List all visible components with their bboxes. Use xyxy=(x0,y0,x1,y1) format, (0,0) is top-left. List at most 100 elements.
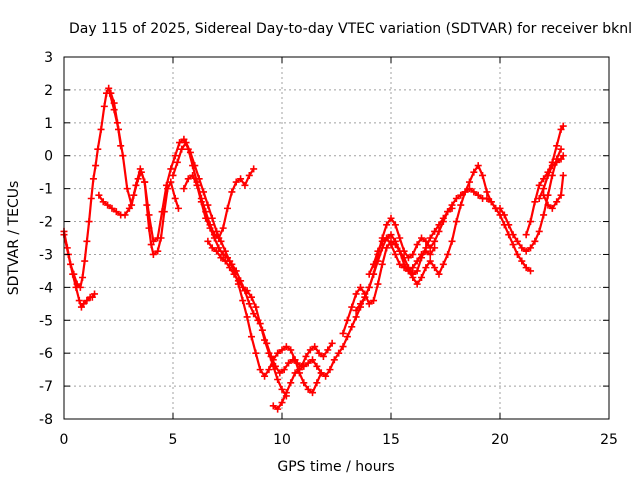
series-line xyxy=(272,233,436,411)
data-point-marker xyxy=(461,188,469,196)
data-point-marker xyxy=(400,264,408,272)
data-point-marker xyxy=(204,201,212,209)
data-point-marker xyxy=(500,211,508,219)
data-point-marker xyxy=(208,214,216,222)
data-point-marker xyxy=(76,283,84,291)
data-point-marker xyxy=(317,369,325,377)
data-point-marker xyxy=(352,306,360,314)
series-segment-11 xyxy=(365,145,565,288)
data-point-marker xyxy=(540,211,548,219)
data-point-marker xyxy=(557,191,565,199)
data-point-marker xyxy=(276,369,284,377)
y-tick-label: -3 xyxy=(39,247,53,263)
data-point-marker xyxy=(247,293,255,301)
data-point-marker xyxy=(304,385,312,393)
data-point-marker xyxy=(67,260,75,268)
data-point-marker xyxy=(474,191,482,199)
y-tick-label: 3 xyxy=(44,50,53,66)
data-point-marker xyxy=(167,165,175,173)
data-point-marker xyxy=(256,366,264,374)
y-tick-label: 2 xyxy=(44,83,53,99)
data-point-marker xyxy=(509,231,517,239)
data-point-marker xyxy=(73,280,81,288)
data-point-marker xyxy=(559,152,567,160)
data-point-marker xyxy=(200,188,208,196)
data-point-marker xyxy=(439,218,447,226)
data-point-marker xyxy=(123,185,131,193)
data-point-marker xyxy=(444,208,452,216)
x-tick-label: 20 xyxy=(491,432,509,448)
series-line xyxy=(525,124,565,236)
data-point-marker xyxy=(309,356,317,364)
data-point-marker xyxy=(278,346,286,354)
data-point-marker xyxy=(202,214,210,222)
data-point-marker xyxy=(557,145,565,153)
data-point-marker xyxy=(435,270,443,278)
data-point-marker xyxy=(306,346,314,354)
data-point-marker xyxy=(112,208,120,216)
data-point-marker xyxy=(315,349,323,357)
data-point-marker xyxy=(409,273,417,281)
data-point-marker xyxy=(518,244,526,252)
data-point-marker xyxy=(295,366,303,374)
data-point-marker xyxy=(189,171,197,179)
data-point-marker xyxy=(479,171,487,179)
data-point-marker xyxy=(522,247,530,255)
y-tick-label: -8 xyxy=(39,412,53,428)
data-point-marker xyxy=(213,227,221,235)
data-point-marker xyxy=(291,369,299,377)
data-point-marker xyxy=(365,283,373,291)
data-point-marker xyxy=(387,214,395,222)
y-tick-label: -2 xyxy=(39,215,53,231)
axes: 0 5 10 15 20 25 -8 -7 -6 -5 -4 -3 -2 -1 0 1 2 3 xyxy=(39,50,618,448)
data-point-marker xyxy=(487,198,495,206)
data-point-marker xyxy=(509,241,517,249)
data-point-marker xyxy=(230,270,238,278)
data-point-marker xyxy=(228,188,236,196)
data-point-marker xyxy=(173,158,181,166)
data-point-marker xyxy=(250,310,258,318)
data-point-marker xyxy=(522,264,530,272)
data-point-marker xyxy=(193,181,201,189)
data-point-marker xyxy=(378,260,386,268)
data-point-marker xyxy=(470,188,478,196)
data-point-marker xyxy=(348,323,356,331)
data-point-marker xyxy=(383,234,391,242)
data-point-marker xyxy=(326,366,334,374)
data-point-marker xyxy=(94,145,102,153)
data-point-marker xyxy=(145,211,153,219)
data-point-marker xyxy=(274,349,282,357)
data-point-marker xyxy=(92,162,100,170)
data-point-marker xyxy=(239,297,247,305)
data-point-marker xyxy=(224,204,231,212)
data-point-marker xyxy=(180,185,188,193)
data-point-marker xyxy=(426,257,434,265)
data-point-marker xyxy=(293,359,301,367)
x-tick-label: 0 xyxy=(60,432,69,448)
series-segment-4 xyxy=(106,89,258,245)
x-axis-label: GPS time / hours xyxy=(277,459,394,475)
y-tick-label: 1 xyxy=(44,116,53,132)
data-point-marker xyxy=(108,204,116,212)
series-segment-13 xyxy=(535,152,567,203)
data-point-marker xyxy=(265,366,273,374)
data-point-marker xyxy=(474,162,482,170)
data-point-marker xyxy=(184,175,192,183)
data-point-marker xyxy=(269,402,277,410)
data-point-marker xyxy=(531,198,539,206)
data-point-marker xyxy=(426,234,434,242)
data-point-marker xyxy=(313,362,321,370)
data-point-marker xyxy=(132,181,140,189)
data-point-marker xyxy=(95,191,103,199)
data-point-marker xyxy=(106,89,114,97)
data-point-marker xyxy=(418,273,426,281)
data-point-marker xyxy=(435,227,443,235)
data-point-marker xyxy=(370,297,378,305)
chart-title: Day 115 of 2025, Sidereal Day-to-day VTE… xyxy=(69,21,632,37)
grid xyxy=(64,57,609,419)
data-point-marker xyxy=(418,254,426,262)
data-point-marker xyxy=(221,257,229,265)
data-point-marker xyxy=(302,352,310,360)
data-point-marker xyxy=(535,181,543,189)
